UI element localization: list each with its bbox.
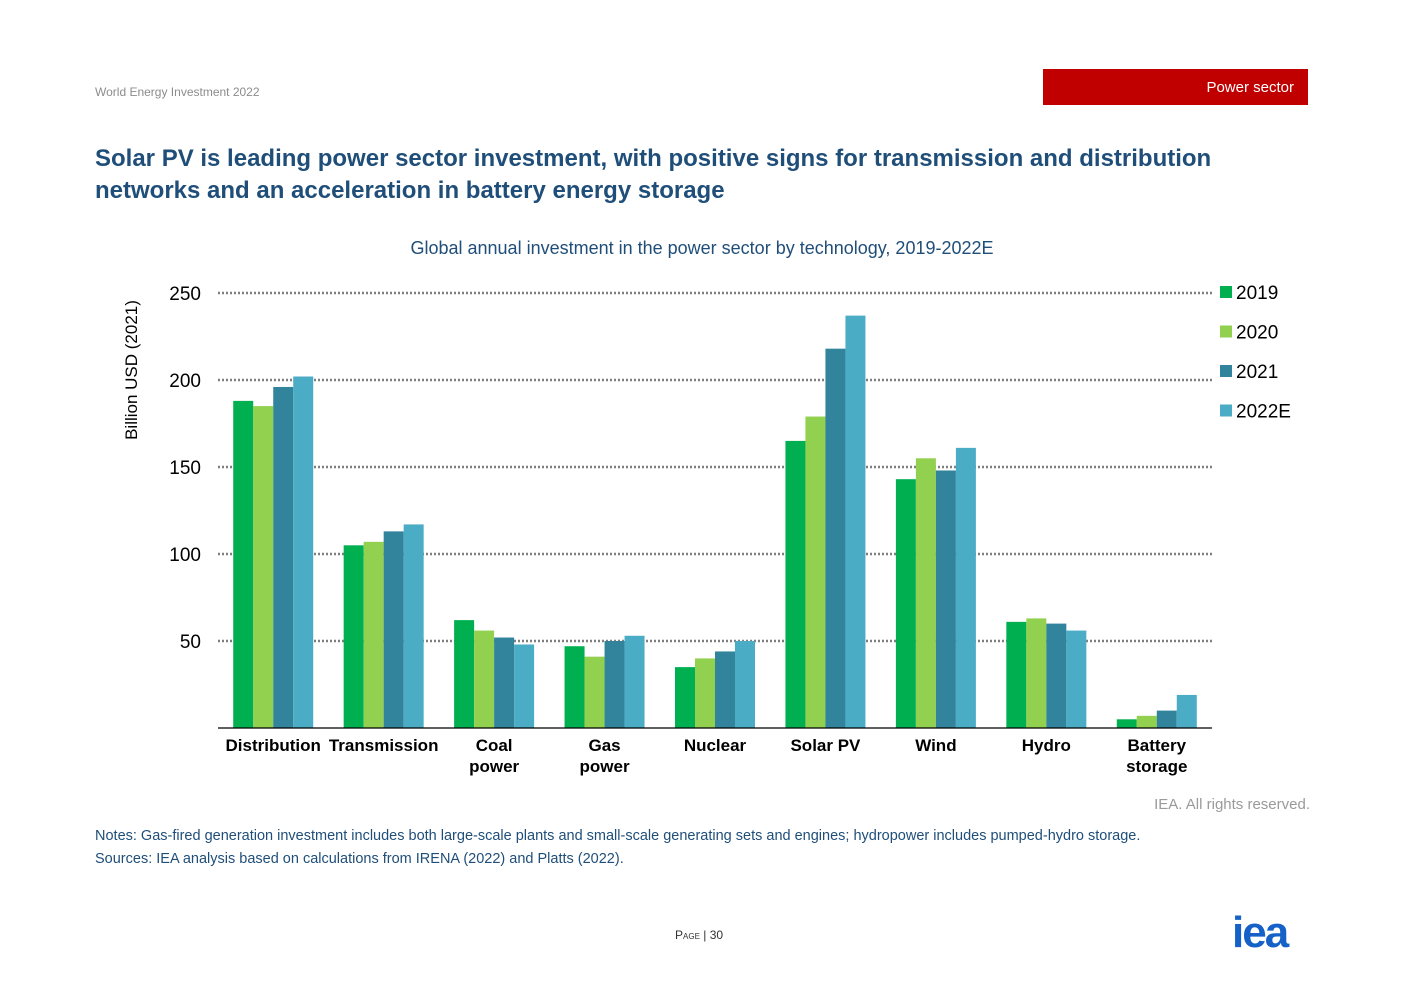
axes: 50 100 150 200 250 Distribution Transmission Co…: [169, 284, 1212, 776]
x-tick-label-0-0: Distribution: [226, 736, 321, 755]
notes-text: Notes: Gas-fired generation investment i…: [95, 828, 1141, 844]
x-tick-label-7-0: Hydro: [1022, 736, 1071, 755]
bar-2022E-7: [1066, 630, 1087, 728]
legend-swatch-2019: [1220, 286, 1232, 298]
y-tick-label-150: 150: [169, 458, 201, 479]
page-number: Page | 30: [675, 928, 724, 942]
bar-2020-7: [1026, 618, 1047, 728]
bar-2021-5: [825, 348, 846, 728]
bar-2021-4: [715, 651, 735, 728]
y-tick-label-200: 200: [169, 371, 201, 392]
legend: 2019 2020 2021 2022E: [1220, 283, 1291, 423]
bar-2021-0: [273, 386, 294, 728]
bar-2020-2: [474, 630, 495, 728]
x-tick-label-8-1: storage: [1126, 757, 1187, 776]
bar-2022E-6: [955, 447, 976, 728]
bar-2019-4: [675, 667, 695, 728]
bar-2022E-0: [293, 376, 314, 728]
bar-2019-3: [564, 646, 585, 728]
bar-2020-0: [253, 406, 274, 728]
x-tick-label-1-0: Transmission: [329, 736, 439, 755]
bar-2019-2: [454, 620, 475, 728]
bar-2020-3: [584, 656, 605, 728]
bar-2021-6: [935, 470, 956, 728]
section-tag-label: Power sector: [1206, 78, 1294, 96]
y-tick-label-100: 100: [169, 545, 201, 566]
x-tick-label-8-0: Battery: [1127, 736, 1186, 755]
bars: [233, 315, 1197, 728]
sources-text: Sources: IEA analysis based on calculati…: [95, 851, 624, 867]
bar-2019-5: [785, 440, 806, 728]
bar-2021-3: [604, 641, 625, 728]
page-headline: Solar PV is leading power sector investm…: [95, 145, 1212, 204]
bar-2021-2: [494, 637, 515, 728]
page-number-value: 30: [709, 928, 724, 942]
bar-2019-8: [1116, 719, 1137, 728]
bar-2022E-3: [624, 635, 645, 728]
bar-2019-6: [895, 479, 916, 728]
bar-2022E-1: [403, 524, 424, 728]
x-tick-label-4-0: Nuclear: [684, 736, 747, 755]
notes-block: Notes: Gas-fired generation investment i…: [95, 825, 1140, 871]
bar-2022E-4: [735, 641, 755, 728]
report-name: World Energy Investment 2022: [95, 85, 260, 99]
bar-2021-7: [1046, 623, 1067, 728]
x-tick-label-2-1: power: [469, 757, 519, 776]
page-label: Page: [675, 928, 700, 942]
y-tick-label-50: 50: [180, 632, 201, 653]
rights-notice: IEA. All rights reserved.: [1154, 796, 1310, 813]
legend-label-2020: 2020: [1236, 323, 1278, 344]
chart-title: Global annual investment in the power se…: [410, 238, 993, 258]
investment-bar-chart: Global annual investment in the power se…: [122, 238, 1291, 776]
y-tick-label-250: 250: [169, 284, 201, 305]
x-tick-label-3-1: power: [580, 757, 630, 776]
legend-swatch-2020: [1220, 325, 1232, 338]
legend-label-2022E: 2022E: [1236, 402, 1291, 423]
iea-logo-icon: iea: [1232, 912, 1292, 952]
bar-2019-0: [233, 400, 254, 728]
x-tick-label-5-0: Solar PV: [790, 736, 861, 755]
iea-logo-text: iea: [1232, 912, 1290, 952]
bar-2020-6: [915, 458, 936, 728]
bar-2022E-8: [1176, 694, 1197, 728]
bar-2020-4: [695, 658, 715, 728]
bar-2021-1: [383, 531, 404, 728]
bar-2020-8: [1136, 715, 1157, 728]
legend-label-2019: 2019: [1236, 283, 1278, 304]
x-tick-label-2-0: Coal: [476, 736, 513, 755]
bar-2020-5: [805, 416, 826, 728]
x-tick-label-6-0: Wind: [915, 736, 956, 755]
bar-2019-7: [1006, 621, 1027, 728]
bar-2020-1: [363, 541, 384, 728]
bar-2019-1: [343, 545, 364, 728]
bar-2022E-5: [845, 315, 866, 728]
legend-swatch-2021: [1220, 365, 1232, 377]
y-axis-label: Billion USD (2021): [122, 300, 141, 440]
bar-2021-8: [1156, 710, 1177, 728]
section-tag: Power sector: [1043, 69, 1308, 105]
legend-swatch-2022E: [1220, 404, 1232, 417]
bar-2022E-2: [514, 644, 535, 728]
legend-label-2021: 2021: [1236, 362, 1278, 383]
x-tick-label-3-0: Gas: [588, 736, 620, 755]
